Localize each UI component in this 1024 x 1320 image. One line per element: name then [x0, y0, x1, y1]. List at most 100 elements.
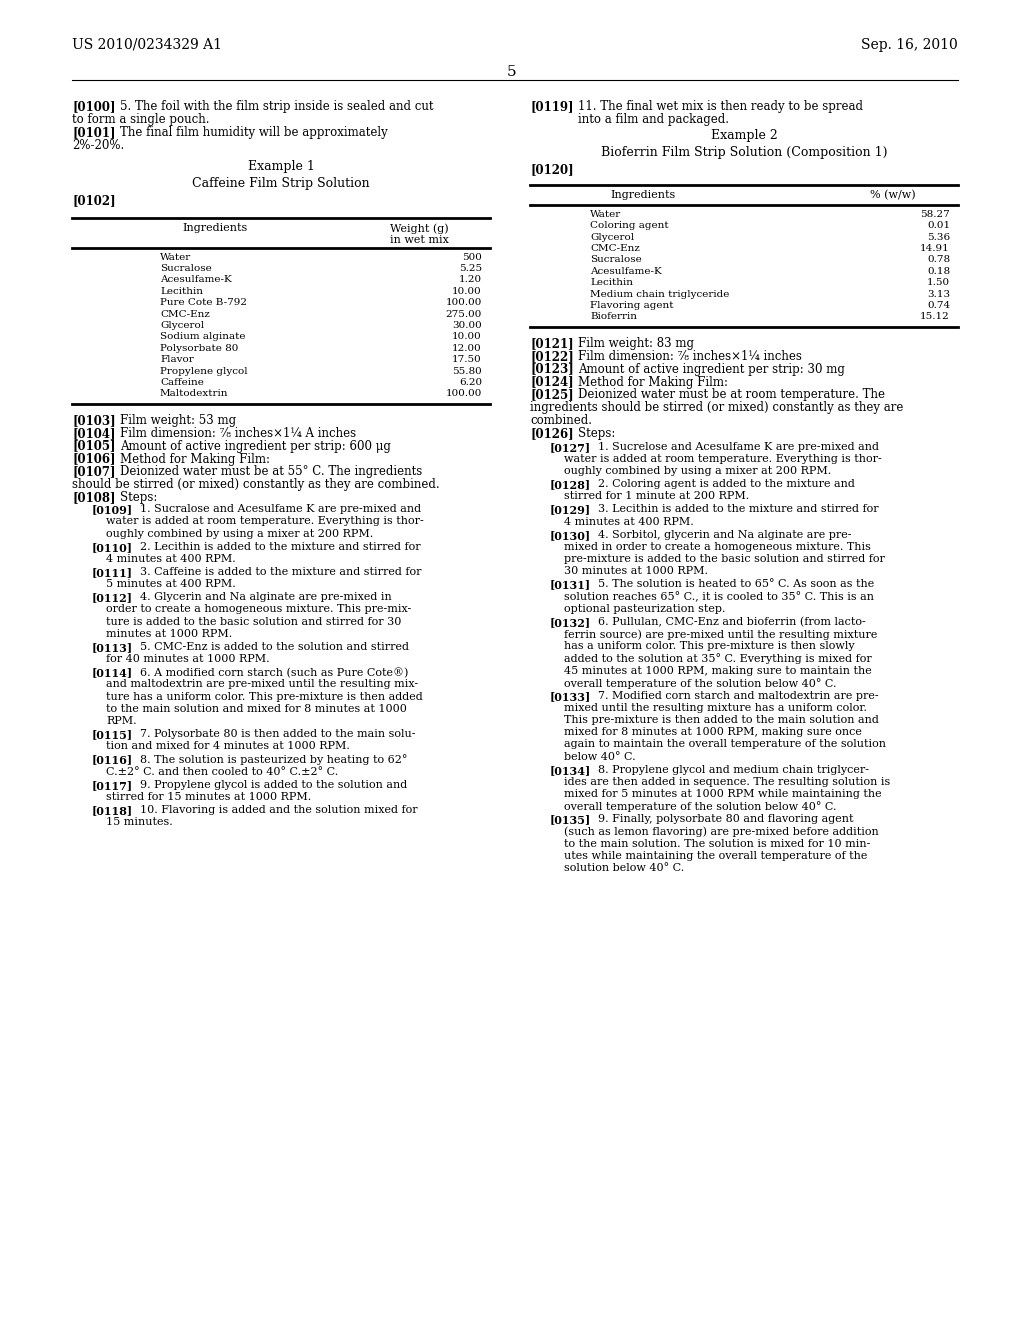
- Text: to form a single pouch.: to form a single pouch.: [72, 114, 210, 125]
- Text: minutes at 1000 RPM.: minutes at 1000 RPM.: [106, 628, 232, 639]
- Text: Caffeine Film Strip Solution: Caffeine Film Strip Solution: [193, 177, 370, 190]
- Text: Medium chain triglyceride: Medium chain triglyceride: [590, 289, 729, 298]
- Text: 2. Lecithin is added to the mixture and stirred for: 2. Lecithin is added to the mixture and …: [140, 541, 421, 552]
- Text: ferrin source) are pre-mixed until the resulting mixture: ferrin source) are pre-mixed until the r…: [564, 630, 878, 640]
- Text: added to the solution at 35° C. Everything is mixed for: added to the solution at 35° C. Everythi…: [564, 653, 871, 664]
- Text: 1. Sucrelose and Acesulfame K are pre-mixed and: 1. Sucrelose and Acesulfame K are pre-mi…: [598, 442, 879, 451]
- Text: 3.13: 3.13: [927, 289, 950, 298]
- Text: Water: Water: [590, 210, 622, 219]
- Text: 1.50: 1.50: [927, 279, 950, 288]
- Text: Maltodextrin: Maltodextrin: [160, 389, 228, 399]
- Text: Flavoring agent: Flavoring agent: [590, 301, 674, 310]
- Text: 4 minutes at 400 RPM.: 4 minutes at 400 RPM.: [564, 516, 693, 527]
- Text: [0103]: [0103]: [72, 413, 116, 426]
- Text: optional pasteurization step.: optional pasteurization step.: [564, 603, 725, 614]
- Text: stirred for 15 minutes at 1000 RPM.: stirred for 15 minutes at 1000 RPM.: [106, 792, 311, 801]
- Text: CMC-Enz: CMC-Enz: [590, 244, 640, 253]
- Text: Water: Water: [160, 252, 191, 261]
- Text: overall temperature of the solution below 40° C.: overall temperature of the solution belo…: [564, 677, 837, 689]
- Text: 0.01: 0.01: [927, 222, 950, 230]
- Text: [0131]: [0131]: [550, 579, 591, 590]
- Text: 5. CMC-Enz is added to the solution and stirred: 5. CMC-Enz is added to the solution and …: [140, 642, 409, 652]
- Text: [0129]: [0129]: [550, 504, 591, 516]
- Text: Sucralose: Sucralose: [160, 264, 212, 273]
- Text: [0115]: [0115]: [92, 729, 133, 741]
- Text: 4. Sorbitol, glycerin and Na alginate are pre-: 4. Sorbitol, glycerin and Na alginate ar…: [598, 529, 852, 540]
- Text: 45 minutes at 1000 RPM, making sure to maintain the: 45 minutes at 1000 RPM, making sure to m…: [564, 665, 871, 676]
- Text: [0135]: [0135]: [550, 814, 591, 825]
- Text: ture has a uniform color. This pre-mixture is then added: ture has a uniform color. This pre-mixtu…: [106, 692, 423, 702]
- Text: 30 minutes at 1000 RPM.: 30 minutes at 1000 RPM.: [564, 566, 708, 577]
- Text: CMC-Enz: CMC-Enz: [160, 310, 210, 318]
- Text: 5 minutes at 400 RPM.: 5 minutes at 400 RPM.: [106, 579, 236, 589]
- Text: 58.27: 58.27: [921, 210, 950, 219]
- Text: 30.00: 30.00: [453, 321, 482, 330]
- Text: [0110]: [0110]: [92, 541, 133, 553]
- Text: C.±2° C. and then cooled to 40° C.±2° C.: C.±2° C. and then cooled to 40° C.±2° C.: [106, 767, 338, 776]
- Text: 14.91: 14.91: [921, 244, 950, 253]
- Text: [0122]: [0122]: [530, 350, 573, 363]
- Text: Ingredients: Ingredients: [610, 190, 675, 201]
- Text: again to maintain the overall temperature of the solution: again to maintain the overall temperatur…: [564, 739, 886, 750]
- Text: [0108]: [0108]: [72, 491, 116, 504]
- Text: Film weight: 83 mg: Film weight: 83 mg: [578, 337, 694, 350]
- Text: stirred for 1 minute at 200 RPM.: stirred for 1 minute at 200 RPM.: [564, 491, 750, 502]
- Text: tion and mixed for 4 minutes at 1000 RPM.: tion and mixed for 4 minutes at 1000 RPM…: [106, 742, 350, 751]
- Text: Film dimension: ⁷⁄₈ inches×1¼ A inches: Film dimension: ⁷⁄₈ inches×1¼ A inches: [120, 426, 356, 440]
- Text: pre-mixture is added to the basic solution and stirred for: pre-mixture is added to the basic soluti…: [564, 554, 885, 564]
- Text: Pure Cote B-792: Pure Cote B-792: [160, 298, 247, 308]
- Text: [0107]: [0107]: [72, 466, 116, 478]
- Text: 5. The solution is heated to 65° C. As soon as the: 5. The solution is heated to 65° C. As s…: [598, 579, 874, 590]
- Text: Caffeine: Caffeine: [160, 378, 204, 387]
- Text: Glycerol: Glycerol: [160, 321, 204, 330]
- Text: mixed in order to create a homogeneous mixture. This: mixed in order to create a homogeneous m…: [564, 543, 870, 552]
- Text: solution below 40° C.: solution below 40° C.: [564, 863, 684, 873]
- Text: Film dimension: ⁷⁄₈ inches×1¼ inches: Film dimension: ⁷⁄₈ inches×1¼ inches: [578, 350, 802, 363]
- Text: [0100]: [0100]: [72, 100, 116, 114]
- Text: 10.00: 10.00: [453, 286, 482, 296]
- Text: [0128]: [0128]: [550, 479, 591, 490]
- Text: 10. Flavoring is added and the solution mixed for: 10. Flavoring is added and the solution …: [140, 805, 418, 814]
- Text: 5.36: 5.36: [927, 232, 950, 242]
- Text: Sep. 16, 2010: Sep. 16, 2010: [861, 38, 958, 51]
- Text: 0.74: 0.74: [927, 301, 950, 310]
- Text: [0109]: [0109]: [92, 504, 133, 515]
- Text: mixed until the resulting mixture has a uniform color.: mixed until the resulting mixture has a …: [564, 704, 867, 713]
- Text: 5: 5: [507, 65, 517, 79]
- Text: US 2010/0234329 A1: US 2010/0234329 A1: [72, 38, 222, 51]
- Text: ingredients should be stirred (or mixed) constantly as they are: ingredients should be stirred (or mixed)…: [530, 401, 903, 414]
- Text: Steps:: Steps:: [578, 428, 615, 440]
- Text: [0111]: [0111]: [92, 568, 133, 578]
- Text: [0114]: [0114]: [92, 668, 133, 678]
- Text: to the main solution. The solution is mixed for 10 min-: to the main solution. The solution is mi…: [564, 838, 870, 849]
- Text: [0121]: [0121]: [530, 337, 573, 350]
- Text: (such as lemon flavoring) are pre-mixed before addition: (such as lemon flavoring) are pre-mixed …: [564, 826, 879, 837]
- Text: [0104]: [0104]: [72, 426, 116, 440]
- Text: 1. Sucralose and Acesulfame K are pre-mixed and: 1. Sucralose and Acesulfame K are pre-mi…: [140, 504, 421, 515]
- Text: mixed for 5 minutes at 1000 RPM while maintaining the: mixed for 5 minutes at 1000 RPM while ma…: [564, 789, 882, 799]
- Text: Example 2: Example 2: [711, 129, 777, 143]
- Text: 7. Polysorbate 80 is then added to the main solu-: 7. Polysorbate 80 is then added to the m…: [140, 729, 416, 739]
- Text: 7. Modified corn starch and maltodextrin are pre-: 7. Modified corn starch and maltodextrin…: [598, 690, 879, 701]
- Text: 15 minutes.: 15 minutes.: [106, 817, 173, 828]
- Text: Lecithin: Lecithin: [590, 279, 633, 288]
- Text: mixed for 8 minutes at 1000 RPM, making sure once: mixed for 8 minutes at 1000 RPM, making …: [564, 727, 862, 738]
- Text: to the main solution and mixed for 8 minutes at 1000: to the main solution and mixed for 8 min…: [106, 704, 407, 714]
- Text: in wet mix: in wet mix: [390, 235, 449, 244]
- Text: water is added at room temperature. Everything is thor-: water is added at room temperature. Ever…: [564, 454, 882, 463]
- Text: This pre-mixture is then added to the main solution and: This pre-mixture is then added to the ma…: [564, 715, 879, 725]
- Text: Propylene glycol: Propylene glycol: [160, 367, 248, 376]
- Text: 12.00: 12.00: [453, 343, 482, 352]
- Text: 6.20: 6.20: [459, 378, 482, 387]
- Text: [0119]: [0119]: [530, 100, 573, 114]
- Text: 3. Lecithin is added to the mixture and stirred for: 3. Lecithin is added to the mixture and …: [598, 504, 879, 515]
- Text: [0106]: [0106]: [72, 453, 116, 466]
- Text: Coloring agent: Coloring agent: [590, 222, 669, 230]
- Text: 5.25: 5.25: [459, 264, 482, 273]
- Text: 0.78: 0.78: [927, 255, 950, 264]
- Text: 10.00: 10.00: [453, 333, 482, 342]
- Text: Method for Making Film:: Method for Making Film:: [578, 375, 728, 388]
- Text: combined.: combined.: [530, 414, 592, 428]
- Text: [0124]: [0124]: [530, 375, 573, 388]
- Text: [0118]: [0118]: [92, 805, 133, 816]
